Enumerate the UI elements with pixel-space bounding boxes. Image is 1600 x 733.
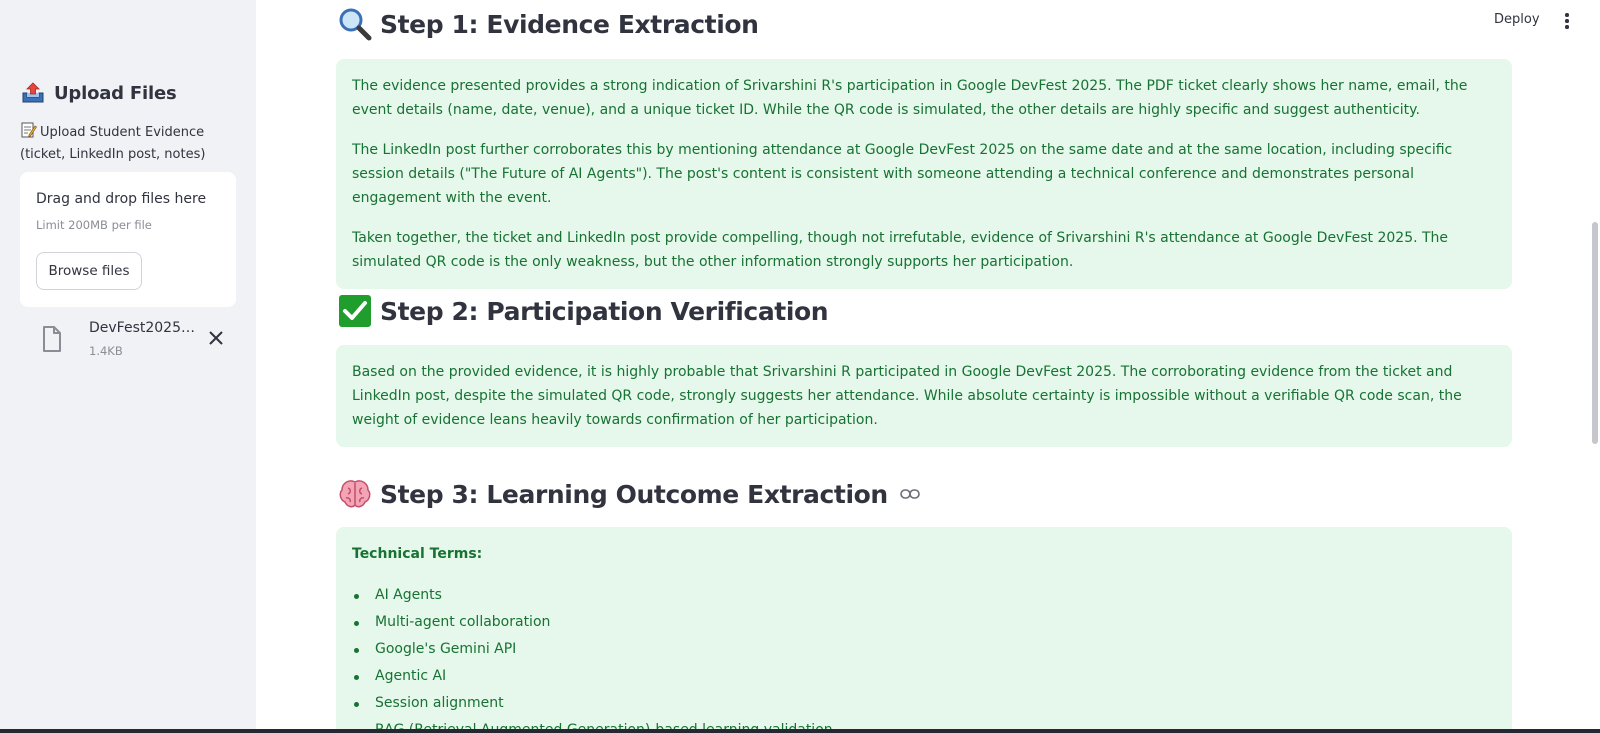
outbox-tray-icon <box>22 82 44 103</box>
file-icon <box>43 326 61 352</box>
dropzone-title: Drag and drop files here <box>36 191 207 207</box>
step3-title: Step 3: Learning Outcome Extraction <box>380 479 888 509</box>
step2-title: Step 2: Participation Verification <box>380 296 829 326</box>
step2-result-box: Based on the provided evidence, it is hi… <box>336 345 1512 447</box>
list-item: Session alignment <box>352 690 1496 717</box>
kebab-menu-icon[interactable] <box>1560 10 1574 32</box>
magnifying-glass-icon <box>339 8 372 41</box>
uploader-label-text: Upload Student Evidence (ticket, LinkedI… <box>20 125 206 162</box>
step1-title: Step 1: Evidence Extraction <box>380 9 759 39</box>
memo-icon <box>21 122 37 138</box>
file-name: DevFest2025_… <box>89 320 199 336</box>
brain-icon <box>339 480 371 508</box>
dropzone-limit: Limit 200MB per file <box>36 218 152 232</box>
step3-terms-heading: Technical Terms: <box>352 546 483 562</box>
scrollbar-thumb[interactable] <box>1592 222 1598 444</box>
main-content: Step 1: Evidence Extraction The evidence… <box>256 0 1600 733</box>
file-dropzone[interactable]: Drag and drop files here Limit 200MB per… <box>20 172 236 307</box>
step3-result-box: Technical Terms: AI Agents Multi-agent c… <box>336 527 1512 733</box>
step1-paragraph-2: The LinkedIn post further corroborates t… <box>352 142 1453 206</box>
step2-paragraph: Based on the provided evidence, it is hi… <box>352 364 1462 428</box>
step1-paragraph-3: Taken together, the ticket and LinkedIn … <box>352 230 1449 270</box>
link-icon[interactable] <box>900 488 920 500</box>
step1-result-box: The evidence presented provides a strong… <box>336 59 1512 289</box>
deploy-button[interactable]: Deploy <box>1494 12 1540 27</box>
step2-heading: Step 2: Participation Verification <box>338 291 829 331</box>
list-item: AI Agents <box>352 582 1496 609</box>
sidebar-header: Upload Files <box>20 81 177 105</box>
file-size: 1.4KB <box>89 344 123 358</box>
list-item: Google's Gemini API <box>352 636 1496 663</box>
check-mark-button-icon <box>339 295 371 327</box>
uploaded-file-item: DevFest2025_… 1.4KB <box>20 318 236 362</box>
list-item: Agentic AI <box>352 663 1496 690</box>
remove-file-button[interactable] <box>202 324 230 352</box>
list-item: Multi-agent collaboration <box>352 609 1496 636</box>
browse-files-button[interactable]: Browse files <box>36 252 142 290</box>
uploader-label: Upload Student Evidence (ticket, LinkedI… <box>20 122 242 166</box>
sidebar: Upload Files Upload Student Evidence (ti… <box>0 0 256 733</box>
sidebar-title: Upload Files <box>54 82 177 104</box>
step3-heading: Step 3: Learning Outcome Extraction <box>338 474 920 514</box>
step1-paragraph-1: The evidence presented provides a strong… <box>352 78 1468 118</box>
step1-heading: Step 1: Evidence Extraction <box>338 4 759 44</box>
close-icon <box>209 331 223 345</box>
technical-terms-list: AI Agents Multi-agent collaboration Goog… <box>352 582 1496 733</box>
bottom-edge <box>0 729 1600 733</box>
